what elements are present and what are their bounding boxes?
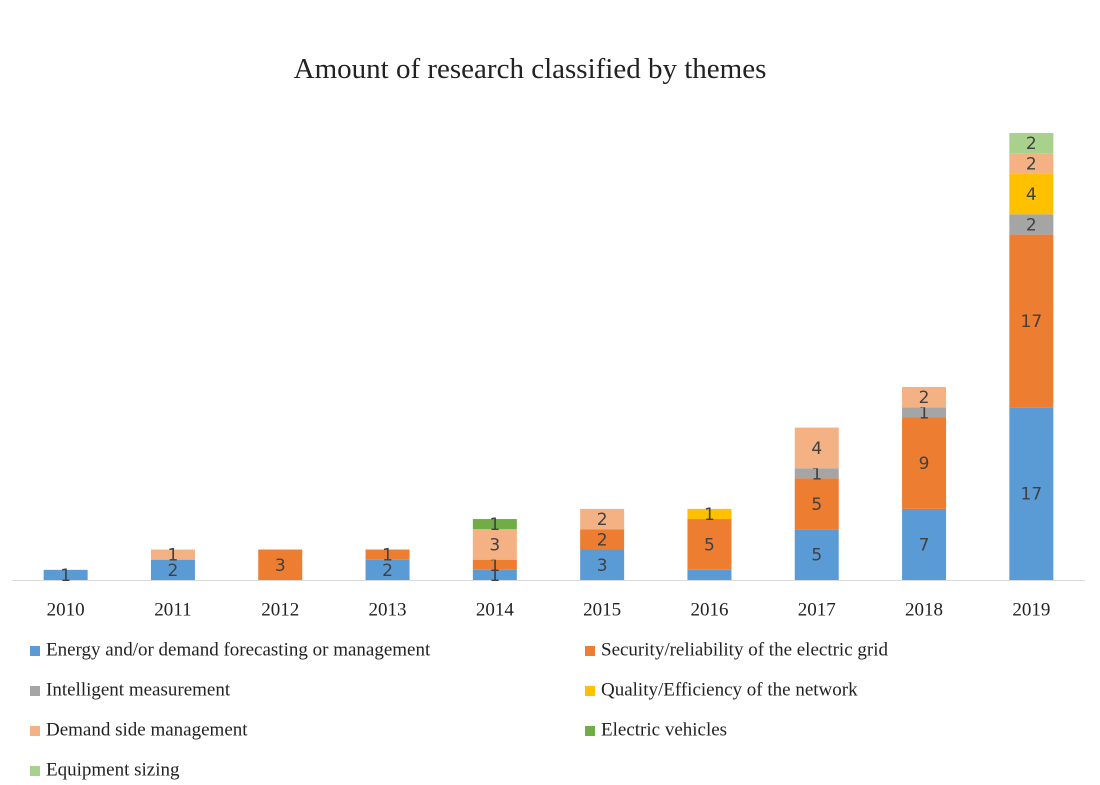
data-label: 2	[597, 510, 608, 530]
data-label: 1	[489, 566, 500, 586]
legend-swatch	[30, 766, 40, 776]
bar-segment	[580, 508, 625, 530]
data-label: 1	[919, 403, 930, 423]
bar-segment	[472, 529, 517, 560]
data-label: 3	[275, 556, 286, 576]
data-label: 1	[60, 566, 71, 586]
legend-swatch	[585, 646, 595, 656]
bar-segment	[902, 407, 947, 418]
bar-segment	[580, 549, 625, 580]
legend-swatch	[30, 726, 40, 736]
data-label: 1	[489, 515, 500, 535]
data-label: 2	[597, 530, 608, 550]
bar-segment	[472, 559, 517, 570]
bar-segment	[472, 569, 517, 580]
legend-label: Equipment sizing	[46, 759, 180, 780]
bar-segment	[902, 417, 947, 509]
bar-segment	[794, 427, 839, 469]
bar-segment	[472, 519, 517, 530]
legend-label: Demand side management	[46, 719, 248, 740]
data-label: 4	[1026, 185, 1037, 205]
bar-segment	[1009, 234, 1054, 408]
bar-segment	[365, 559, 410, 580]
x-tick-label: 2019	[1012, 599, 1050, 620]
bar-segment	[902, 386, 947, 408]
data-label: 1	[382, 546, 393, 566]
bar-segment	[687, 508, 732, 520]
bar-segment	[1009, 153, 1054, 174]
data-label: 1	[489, 556, 500, 576]
bar-segment	[1009, 173, 1054, 215]
x-tick-label: 2012	[261, 599, 299, 620]
chart-title: Amount of research classified by themes	[294, 53, 767, 85]
bar-segment	[258, 549, 303, 580]
data-label: 2	[919, 388, 930, 408]
data-label: 2	[1026, 215, 1037, 235]
legend-swatch	[30, 686, 40, 696]
x-tick-label: 2018	[905, 599, 943, 620]
data-label: 17	[1021, 485, 1043, 505]
data-label: 9	[919, 454, 930, 474]
data-label: 4	[811, 439, 822, 459]
legend-label: Security/reliability of the electric gri…	[601, 639, 889, 660]
legend-swatch	[30, 646, 40, 656]
bar-segment	[1009, 133, 1054, 154]
bar-segment	[687, 569, 732, 580]
data-label: 2	[168, 561, 179, 581]
legend-label: Intelligent measurement	[46, 679, 231, 700]
data-label: 1	[811, 464, 822, 484]
data-label: 1	[704, 505, 715, 525]
data-label: 3	[597, 556, 608, 576]
bar-segment	[150, 559, 195, 580]
bar-segment	[902, 508, 947, 580]
data-label: 2	[382, 561, 393, 581]
legend-swatch	[585, 686, 595, 696]
bar-segment	[687, 519, 732, 570]
legend-label: Energy and/or demand forecasting or mana…	[46, 639, 431, 660]
data-label: 5	[704, 535, 715, 555]
legend-label: Quality/Efficiency of the network	[601, 679, 858, 700]
legend-label: Electric vehicles	[601, 719, 727, 740]
data-label: 5	[811, 546, 822, 566]
bar-segment	[794, 529, 839, 580]
data-label: 3	[489, 535, 500, 555]
x-tick-label: 2010	[47, 599, 85, 620]
x-tick-label: 2013	[369, 599, 407, 620]
x-tick-label: 2011	[154, 599, 191, 620]
bar-segment	[1009, 407, 1054, 580]
legend-swatch	[585, 726, 595, 736]
data-label: 2	[1026, 154, 1037, 174]
data-label: 7	[919, 535, 930, 555]
data-label: 17	[1021, 312, 1043, 332]
data-label: 1	[168, 546, 179, 566]
bar-segment	[794, 468, 839, 479]
data-label: 2	[1026, 134, 1037, 154]
bar-segment	[580, 529, 625, 550]
bar-segment	[1009, 214, 1054, 235]
bar-segment	[794, 478, 839, 530]
x-tick-label: 2016	[690, 599, 728, 620]
bar-segment	[43, 569, 88, 580]
x-tick-label: 2014	[476, 599, 515, 620]
data-label: 5	[811, 495, 822, 515]
bar-segment	[150, 549, 195, 560]
x-tick-label: 2015	[583, 599, 621, 620]
bar-segment	[365, 549, 410, 560]
x-tick-label: 2017	[798, 599, 836, 620]
